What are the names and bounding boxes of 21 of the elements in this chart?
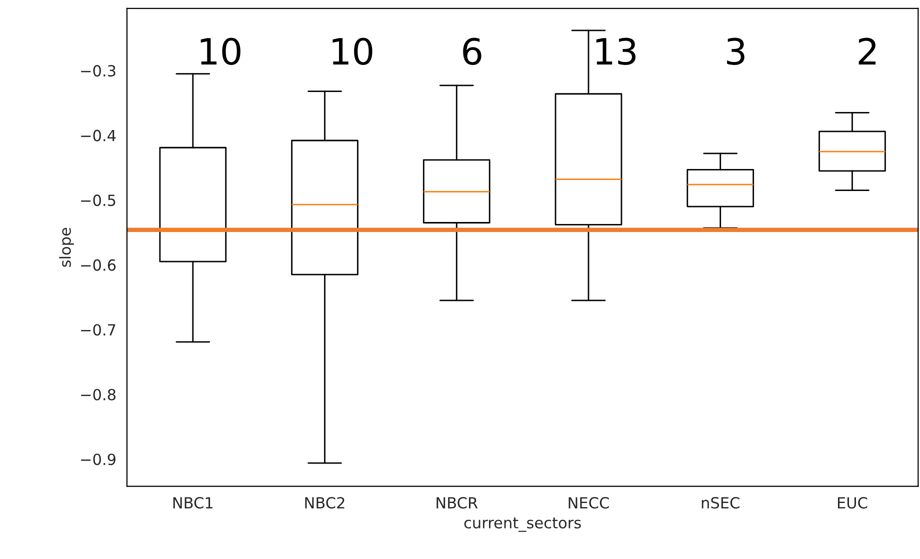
annotation: 6 [463, 38, 482, 66]
x-tick-label: NECC [568, 497, 609, 509]
x-tick-label: EUC [838, 497, 868, 509]
annotation: 3 [727, 38, 744, 66]
annotation: 13 [596, 38, 636, 66]
x-tick-label: NBC1 [173, 497, 212, 509]
annotation: 10 [200, 38, 240, 66]
annotation: 10 [332, 38, 372, 66]
x-axis-title: current_sectors [464, 518, 581, 532]
x-tick-label: nSEC [702, 497, 740, 509]
y-tick-label: −0.4 [81, 130, 116, 142]
y-tick-label: −0.8 [81, 388, 116, 400]
y-tick-label: −0.5 [81, 194, 116, 206]
y-tick-label: −0.6 [81, 259, 116, 271]
x-tick-label: NBCR [436, 497, 478, 509]
y-tick-label: −0.3 [81, 65, 116, 77]
annotation: 2 [858, 38, 876, 64]
y-tick-label: −0.9 [81, 454, 116, 466]
y-tick-label: −0.7 [81, 324, 116, 336]
x-tick-label: NBC2 [305, 497, 344, 509]
y-axis-title: slope [59, 228, 74, 267]
